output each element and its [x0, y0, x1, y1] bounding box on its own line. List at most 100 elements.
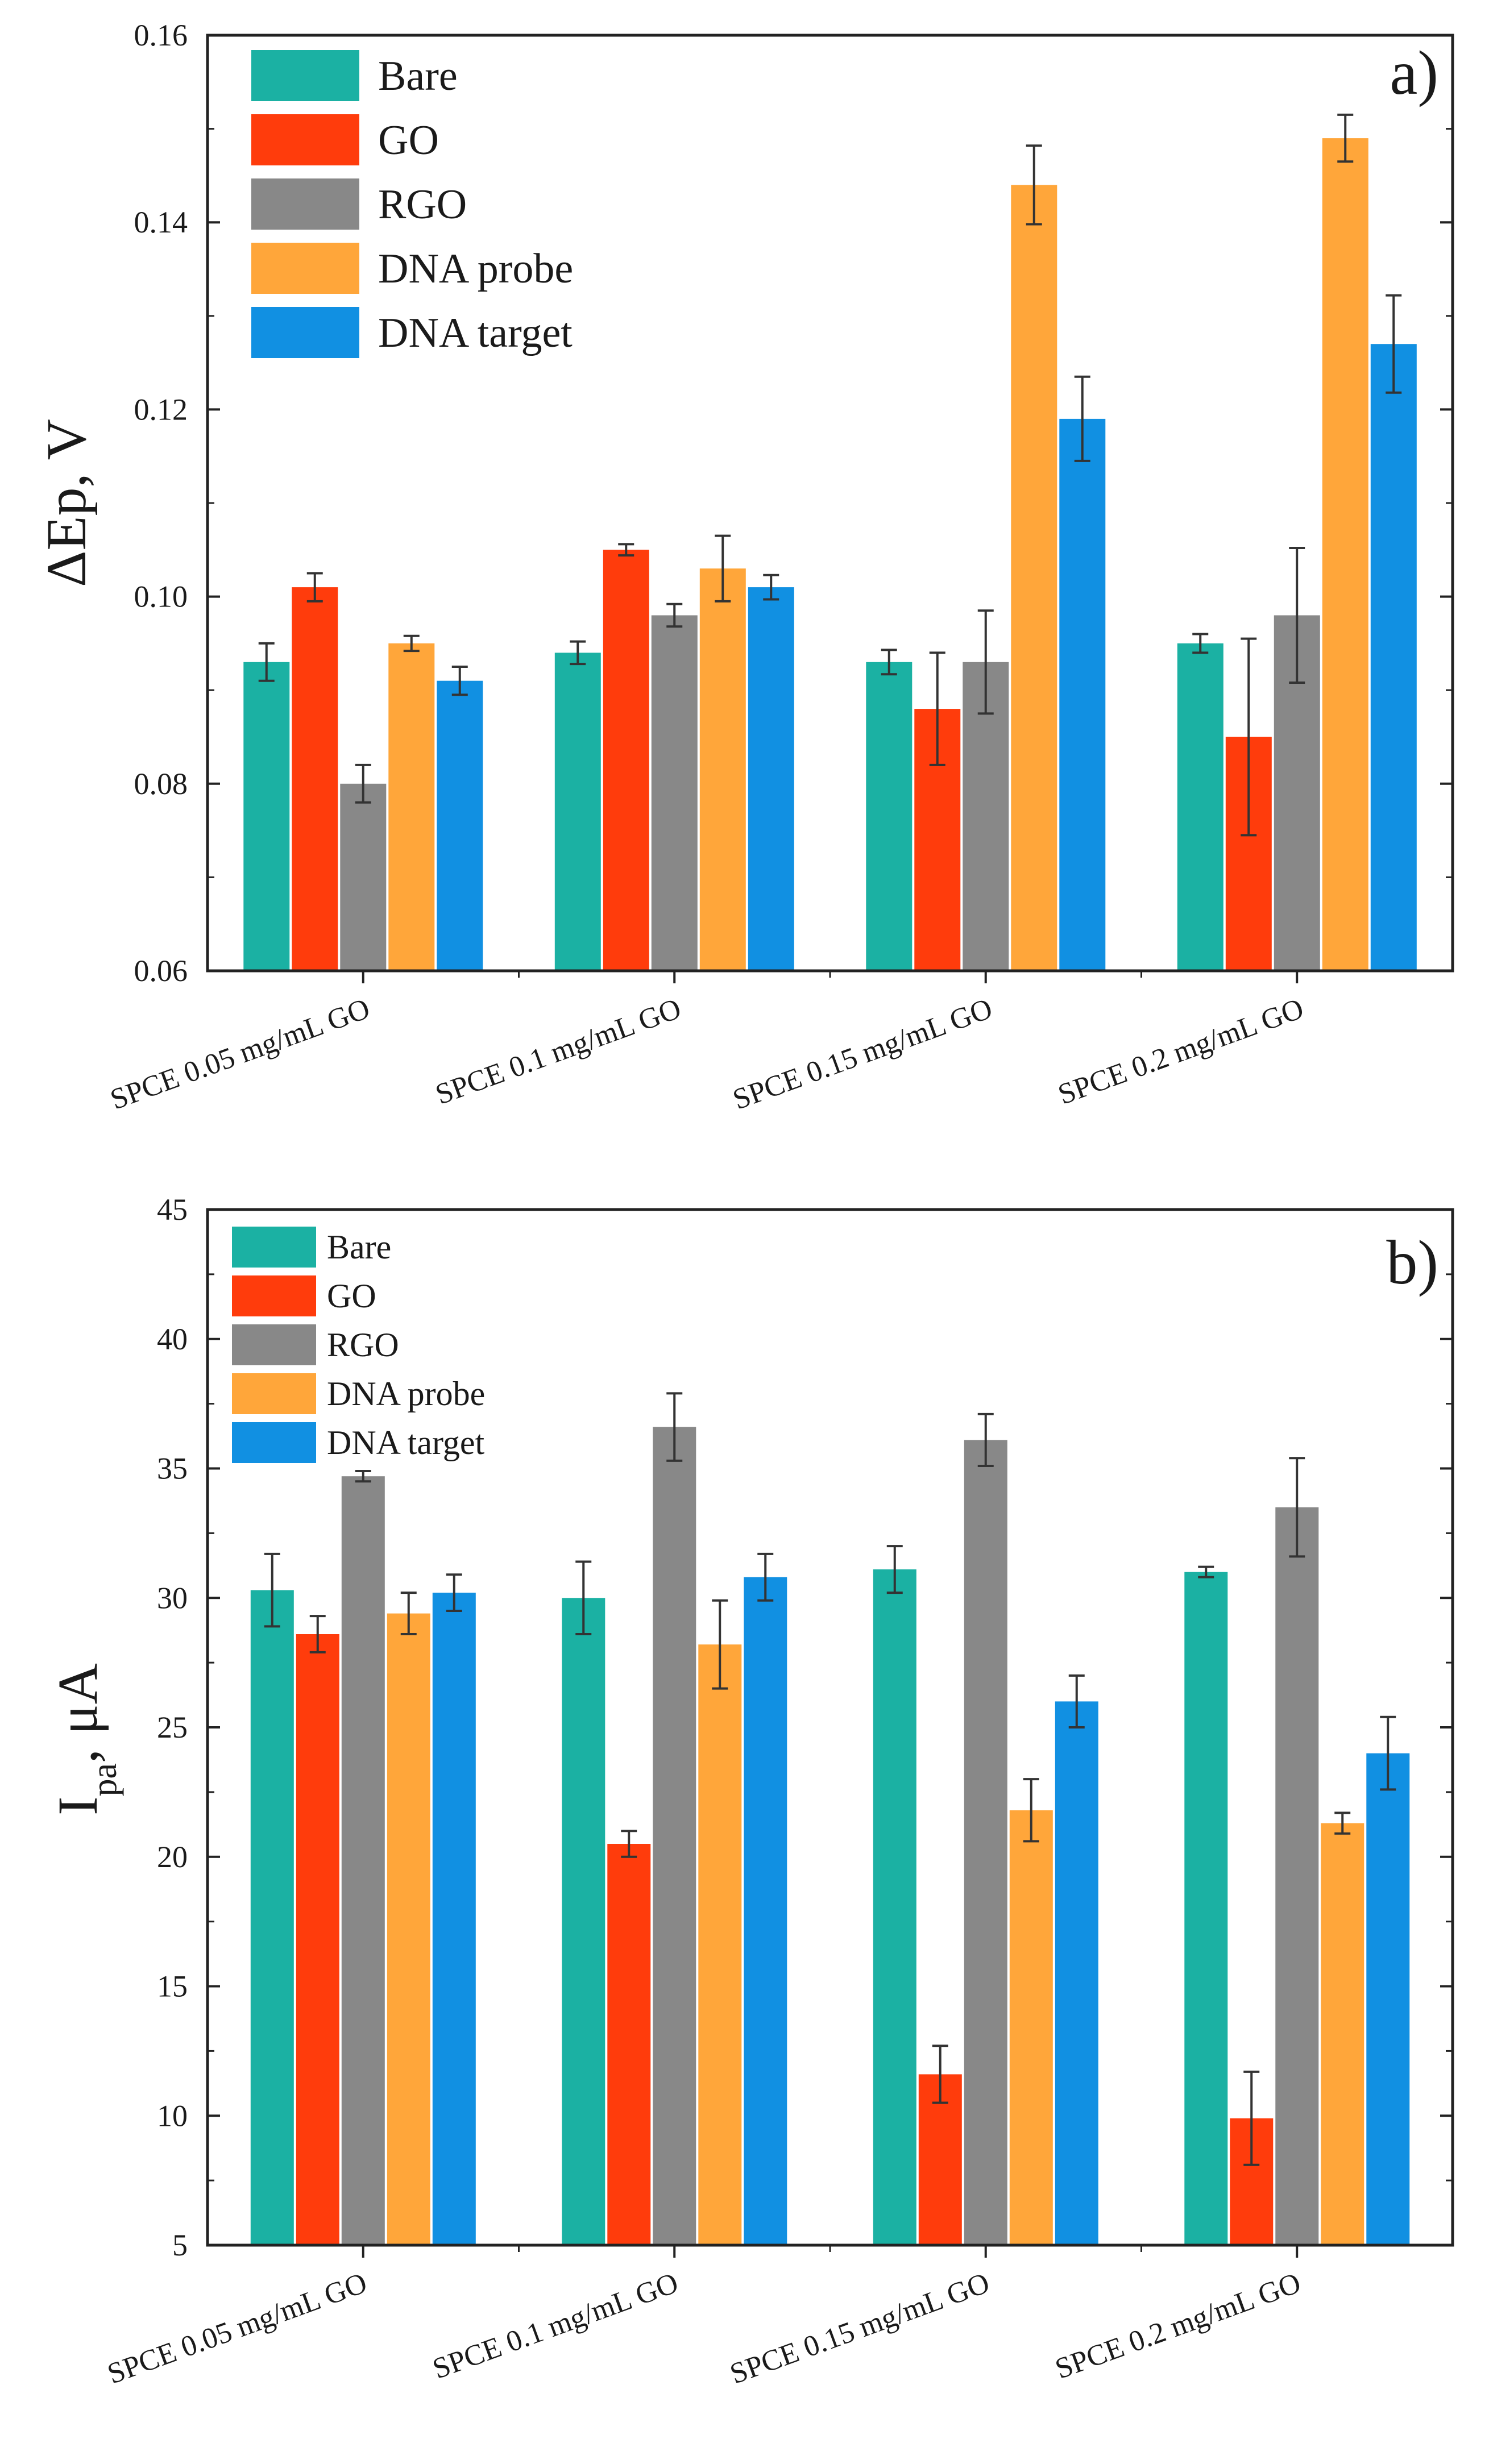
error-bar-go-4	[1243, 2070, 1260, 2166]
error-bar-bare-2	[570, 640, 586, 666]
bar-dna-target-4	[1370, 344, 1417, 971]
panel-label: b)	[1386, 1228, 1438, 1297]
error-bar-go-1	[306, 572, 323, 603]
bar-dna-target-2	[744, 1577, 787, 2245]
y-tick-label: 30	[157, 1581, 188, 1615]
y-tick-label: 20	[157, 1840, 188, 1874]
bar-dna-probe-4	[1322, 138, 1368, 971]
bar-dna-probe-2	[698, 1644, 742, 2245]
chart-panel-a: 0.06 0.08 0.10 0.12 0.14 0.16 SPCE 0.05 mg/mL …	[35, 18, 1454, 1116]
bar-rgo-3	[964, 1440, 1007, 2245]
error-bar-dna-probe-3	[1023, 1778, 1039, 1843]
error-bar-dna-probe-1	[400, 1592, 417, 1636]
x-tick-label: SPCE 0.2 mg/mL GO	[1051, 2267, 1305, 2386]
legend-label-rgo: RGO	[378, 181, 467, 228]
bar-bare-4	[1184, 1572, 1228, 2245]
y-tick-label: 0.14	[134, 205, 188, 239]
x-tick-label: SPCE 0.2 mg/mL GO	[1054, 992, 1308, 1111]
bar-dna-target-3	[1055, 1701, 1098, 2245]
x-tick-label: SPCE 0.1 mg/mL GO	[432, 992, 686, 1111]
legend-label-bare: Bare	[378, 53, 458, 99]
bar-bare-3	[866, 662, 913, 971]
bar-go-2	[607, 1844, 651, 2245]
x-tick-label: SPCE 0.15 mg/mL GO	[726, 2267, 994, 2391]
bar-go-2	[603, 550, 649, 971]
error-bar-dna-probe-2	[712, 1599, 728, 1690]
legend-swatch-go	[232, 1275, 316, 1316]
bar-dna-probe-3	[1009, 1810, 1053, 2245]
y-tick-label: 25	[157, 1710, 188, 1744]
bar-go-1	[292, 587, 338, 971]
x-tick-label: SPCE 0.15 mg/mL GO	[729, 992, 997, 1116]
legend-swatch-rgo	[251, 178, 359, 230]
error-bar-go-4	[1241, 637, 1257, 837]
bar-dna-target-3	[1059, 418, 1106, 971]
bar-bare-2	[562, 1598, 605, 2246]
panel-label: a)	[1390, 38, 1438, 107]
error-bar-go-2	[618, 543, 634, 557]
bar-dna-probe-1	[388, 643, 435, 971]
error-bar-dna-target-1	[451, 666, 468, 696]
error-bar-dna-probe-4	[1334, 1811, 1351, 1835]
legend-swatch-dna-probe	[232, 1373, 316, 1414]
error-bar-rgo-1	[355, 1470, 371, 1483]
bar-bare-4	[1177, 643, 1223, 971]
y-tick-label: 0.06	[134, 954, 188, 988]
error-bar-go-1	[309, 1615, 326, 1653]
error-bar-dna-probe-1	[403, 634, 420, 653]
bar-dna-probe-4	[1321, 1823, 1364, 2245]
bar-rgo-1	[341, 1476, 385, 2245]
error-bar-bare-4	[1192, 633, 1209, 654]
error-bar-dna-target-2	[763, 574, 779, 601]
error-bar-dna-target-4	[1386, 294, 1402, 394]
error-bar-bare-3	[881, 649, 897, 676]
bar-rgo-1	[340, 783, 387, 971]
error-bar-bare-1	[264, 1552, 280, 1628]
legend-swatch-dna-target	[251, 307, 359, 358]
error-bar-go-3	[929, 651, 945, 766]
error-bar-bare-4	[1198, 1565, 1214, 1578]
y-tick-label: 15	[157, 1969, 188, 2004]
bar-go-1	[296, 1634, 339, 2245]
bar-dna-target-1	[432, 1593, 476, 2245]
error-bar-dna-target-3	[1074, 375, 1090, 462]
error-bar-rgo-2	[666, 1392, 683, 1462]
error-bar-bare-1	[258, 642, 275, 682]
legend-label-bare: Bare	[327, 1228, 391, 1266]
legend-label-dna-target: DNA target	[378, 310, 573, 356]
error-bar-dna-target-4	[1380, 1715, 1396, 1791]
y-tick-label: 0.16	[134, 18, 188, 52]
error-bar-rgo-4	[1289, 1457, 1305, 1558]
bar-dna-target-4	[1366, 1753, 1410, 2245]
legend-label-dna-probe: DNA probe	[327, 1375, 485, 1412]
bar-bare-1	[250, 1590, 294, 2245]
bar-bare-3	[873, 1569, 916, 2245]
error-bar-dna-probe-2	[715, 534, 731, 603]
legend-swatch-rgo	[232, 1324, 316, 1365]
bar-bare-2	[554, 653, 601, 971]
error-bar-dna-probe-3	[1026, 144, 1042, 226]
y-tick-label: 0.12	[134, 392, 188, 426]
legend-swatch-go	[251, 114, 359, 165]
error-bar-bare-3	[886, 1545, 903, 1594]
error-bar-rgo-3	[977, 1412, 994, 1467]
legend-label-go: GO	[378, 117, 439, 164]
y-tick-label: 35	[157, 1452, 188, 1486]
chart-panel-b: 5 10 15 20 25 30 35 40 45 SPCE 0.05 mg/mL GO SPCE …	[46, 1192, 1454, 2391]
legend-swatch-dna-target	[232, 1422, 316, 1463]
error-bar-dna-target-1	[446, 1573, 462, 1613]
bar-dna-probe-3	[1011, 185, 1057, 971]
error-bar-rgo-1	[355, 763, 371, 804]
error-bar-dna-target-2	[757, 1552, 774, 1602]
legend-label-dna-target: DNA target	[327, 1424, 485, 1461]
error-bar-go-3	[932, 2045, 948, 2104]
y-tick-label: 0.10	[134, 580, 188, 614]
x-tick-label: SPCE 0.05 mg/mL GO	[103, 2267, 371, 2391]
bar-rgo-4	[1275, 1507, 1319, 2245]
error-bar-dna-probe-4	[1337, 113, 1354, 163]
bar-dna-target-2	[748, 587, 794, 971]
error-bar-dna-target-3	[1068, 1674, 1085, 1728]
legend-swatch-bare	[232, 1227, 316, 1268]
y-tick-label: 5	[172, 2228, 188, 2262]
